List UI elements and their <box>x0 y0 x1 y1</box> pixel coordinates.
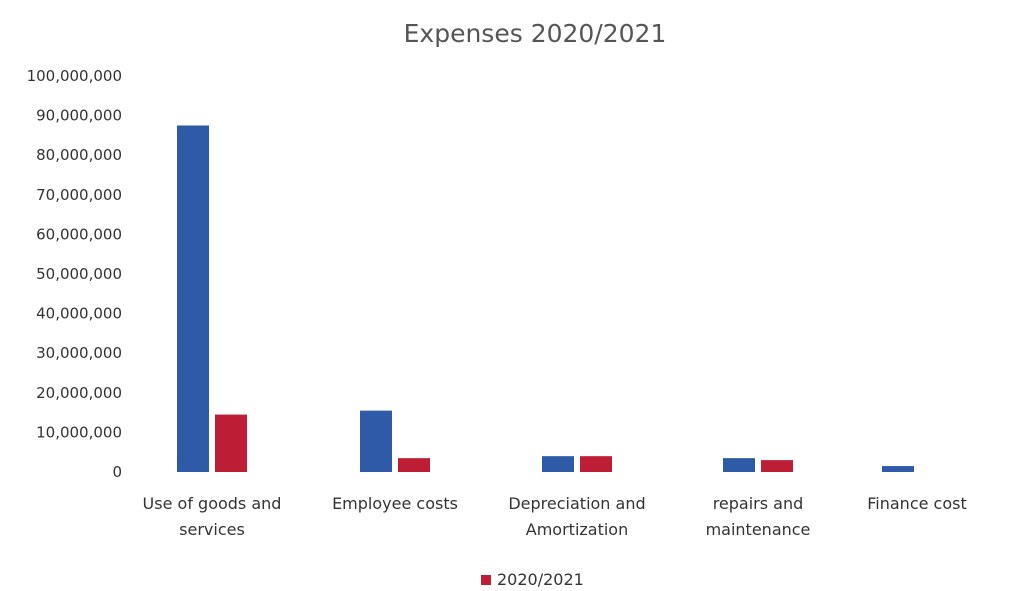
y-tick-label: 30,000,000 <box>36 344 122 362</box>
bar-series-1-category-1 <box>398 458 430 472</box>
y-tick-label: 50,000,000 <box>36 265 122 283</box>
y-tick-label: 80,000,000 <box>36 146 122 164</box>
y-tick-label: 90,000,000 <box>36 107 122 125</box>
bars <box>177 125 914 472</box>
x-category-label: maintenance <box>706 520 811 539</box>
legend-swatch <box>481 575 491 585</box>
y-tick-label: 10,000,000 <box>36 423 122 441</box>
legend: 2020/2021 <box>481 570 584 589</box>
y-tick-label: 40,000,000 <box>36 305 122 323</box>
chart-title: Expenses 2020/2021 <box>404 19 667 48</box>
x-category-label: Amortization <box>526 520 628 539</box>
x-axis-category-labels: Use of goods and services Employee costs De… <box>143 494 967 539</box>
y-tick-label: 0 <box>112 463 122 481</box>
bar-series-0-category-0 <box>177 125 209 472</box>
x-category-label: Finance cost <box>867 494 967 513</box>
legend-label: 2020/2021 <box>497 570 584 589</box>
bar-series-1-category-2 <box>580 456 612 472</box>
bar-series-1-category-3 <box>761 460 793 472</box>
x-category-label: Employee costs <box>332 494 458 513</box>
bar-series-0-category-2 <box>542 456 574 472</box>
x-category-label: repairs and <box>713 494 804 513</box>
x-category-label: services <box>179 520 245 539</box>
bar-series-0-category-4 <box>882 466 914 472</box>
y-tick-label: 70,000,000 <box>36 186 122 204</box>
x-category-label: Use of goods and <box>143 494 282 513</box>
x-category-label: Depreciation and <box>508 494 645 513</box>
y-tick-label: 20,000,000 <box>36 384 122 402</box>
bar-series-0-category-3 <box>723 458 755 472</box>
bar-series-1-category-0 <box>215 414 247 472</box>
bar-series-0-category-1 <box>360 410 392 472</box>
y-tick-label: 100,000,000 <box>27 67 122 85</box>
y-axis-ticks: 0 10,000,000 20,000,000 30,000,000 40,000,00… <box>27 67 122 481</box>
y-tick-label: 60,000,000 <box>36 225 122 243</box>
